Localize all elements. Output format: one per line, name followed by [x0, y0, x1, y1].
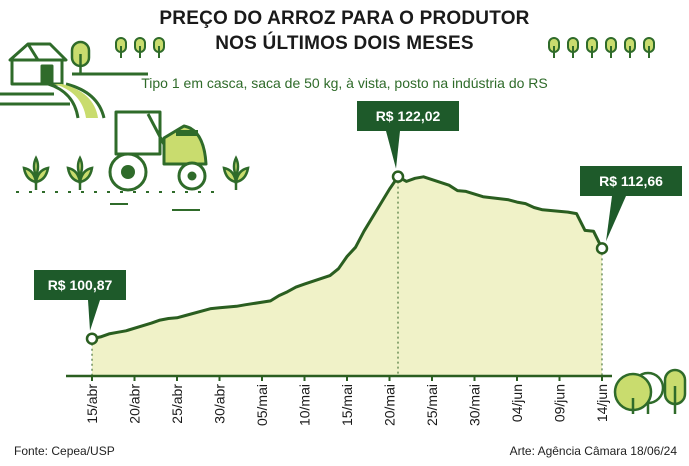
- max-price-callout: R$ 122,02: [357, 101, 459, 169]
- x-axis-tick-labels: 15/abr 20/abr 25/abr 30/abr 05/mai 10/mai 15/m…: [84, 384, 610, 426]
- x-tick-label: 30/abr: [212, 384, 228, 424]
- seedling-icons: [22, 155, 250, 190]
- first-price-callout: R$ 100,87: [34, 270, 126, 331]
- x-tick-label: 30/mai: [467, 384, 483, 426]
- bush-icon: [134, 37, 146, 58]
- price-point-marker: [85, 332, 99, 345]
- farm-field-icon: [54, 84, 98, 118]
- max-price-callout-text: R$ 122,02: [376, 108, 441, 124]
- price-point-marker: [391, 170, 405, 183]
- bush-icon: [605, 37, 617, 58]
- last-price-callout-text: R$ 112,66: [599, 173, 663, 189]
- chart-subtitle: Tipo 1 em casca, saca de 50 kg, à vista,…: [141, 75, 548, 91]
- bush-icon: [567, 37, 579, 58]
- price-callouts: R$ 100,87 R$ 122,02 R$ 112,66: [34, 101, 682, 331]
- price-markers: [85, 170, 609, 345]
- price-point-marker: [595, 242, 609, 255]
- price-series-line: [91, 175, 604, 341]
- bush-icon: [548, 37, 560, 58]
- chart-title-line-2: NOS ÚLTIMOS DOIS MESES: [215, 33, 474, 54]
- x-tick-label: 25/mai: [424, 384, 440, 426]
- small-tree-icon: [70, 40, 91, 74]
- trees-icon: [613, 368, 687, 414]
- x-tick-label: 09/jun: [552, 384, 568, 422]
- bush-icon: [153, 37, 165, 58]
- x-axis-ticks: [91, 376, 603, 381]
- tractor-icon: [108, 110, 208, 192]
- x-tick-label: 20/mai: [382, 384, 398, 426]
- bush-icon: [643, 37, 655, 58]
- bush-row-right-icon: [548, 37, 655, 58]
- last-price-callout: R$ 112,66: [580, 166, 682, 242]
- x-tick-label: 04/jun: [509, 384, 525, 422]
- x-tick-label: 05/mai: [254, 384, 270, 426]
- x-tick-label: 25/abr: [169, 384, 185, 424]
- farm-road-icon: [0, 72, 148, 119]
- x-tick-label: 15/abr: [84, 384, 100, 424]
- x-tick-label: 10/mai: [297, 384, 313, 426]
- source-note: Fonte: Cepea/USP: [14, 444, 115, 458]
- chart-title-line-1: PREÇO DO ARROZ PARA O PRODUTOR: [159, 8, 530, 29]
- farm-house-icon: [8, 42, 68, 86]
- bush-icon: [115, 37, 127, 58]
- x-tick-label: 15/mai: [339, 384, 355, 426]
- price-area-fill: [92, 176, 602, 376]
- bush-icon: [586, 37, 598, 58]
- bush-icon: [624, 37, 636, 58]
- credit-note: Arte: Agência Câmara 18/06/24: [509, 444, 677, 458]
- x-tick-label: 14/jun: [594, 384, 610, 422]
- tractor-ground-lines: [16, 191, 220, 211]
- bush-row-left-icon: [115, 37, 165, 58]
- x-tick-label: 20/abr: [127, 384, 143, 424]
- first-price-callout-text: R$ 100,87: [48, 277, 113, 293]
